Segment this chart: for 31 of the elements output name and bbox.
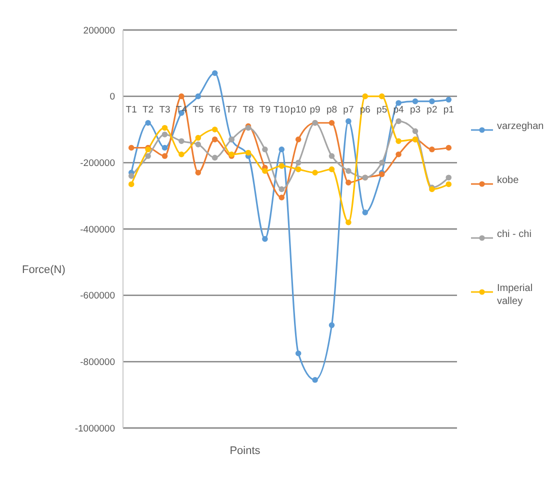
x-tick-label: T5 bbox=[192, 104, 204, 116]
x-tick-label: T4 bbox=[176, 104, 187, 116]
x-tick-label: T3 bbox=[159, 104, 170, 116]
x-tick-label: p9 bbox=[310, 104, 320, 116]
y-axis-title: Force(N) bbox=[22, 264, 66, 276]
x-tick-label: T6 bbox=[209, 104, 220, 116]
y-tick-label: -800000 bbox=[80, 357, 115, 368]
x-tick-label: p5 bbox=[376, 104, 388, 116]
y-tick-label: -600000 bbox=[80, 290, 115, 302]
x-tick-label: T1 bbox=[126, 104, 137, 116]
x-tick-label: T10 bbox=[273, 104, 290, 116]
x-tick-label: p8 bbox=[326, 104, 338, 116]
x-tick-label: T8 bbox=[242, 104, 254, 116]
y-tick-label: -1000000 bbox=[74, 423, 115, 434]
y-tick-label: 200000 bbox=[83, 25, 115, 36]
legend-label: varzeghan bbox=[497, 120, 545, 133]
x-tick-label: T2 bbox=[142, 104, 154, 116]
x-tick-label: T9 bbox=[259, 104, 270, 116]
y-tick-label: -200000 bbox=[80, 158, 115, 170]
y-tick-label: 0 bbox=[110, 92, 115, 103]
x-tick-label: T7 bbox=[226, 104, 238, 116]
legend-label: chi - chi bbox=[497, 228, 532, 241]
x-tick-label: p10 bbox=[290, 104, 306, 116]
y-tick-label: -400000 bbox=[80, 224, 115, 236]
legend-label: kobe bbox=[497, 174, 520, 187]
x-axis-title: Points bbox=[230, 445, 261, 457]
x-tick-label: p7 bbox=[343, 104, 354, 116]
legend-label: Imperial valley bbox=[497, 282, 534, 308]
x-tick-label: p2 bbox=[426, 104, 438, 116]
x-tick-label: p1 bbox=[443, 104, 454, 116]
x-tick-label: p3 bbox=[410, 104, 421, 116]
